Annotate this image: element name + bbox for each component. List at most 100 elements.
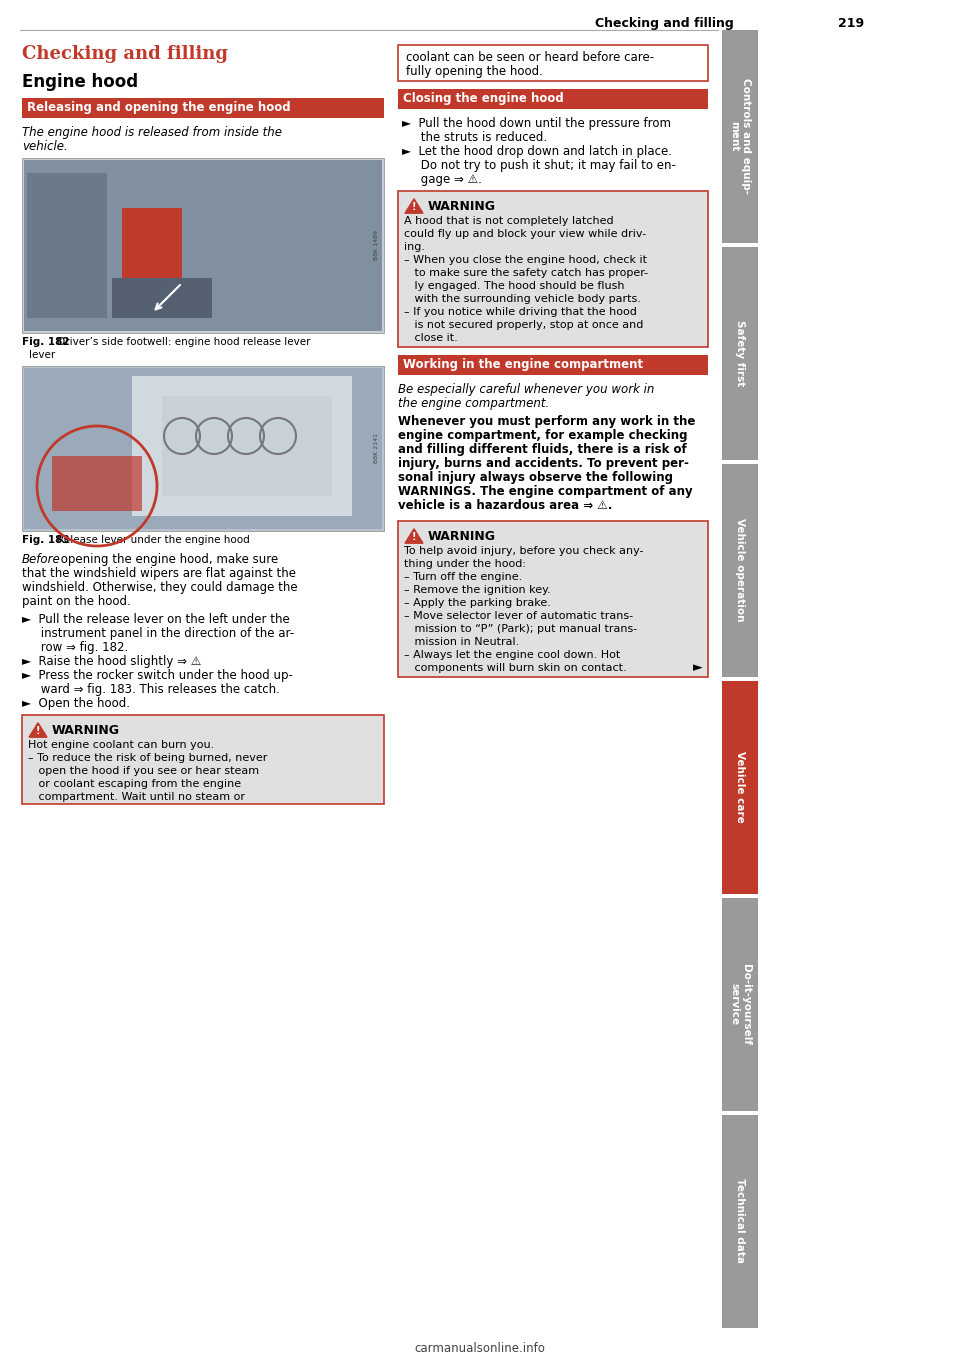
Text: to make sure the safety catch has proper-: to make sure the safety catch has proper… [404, 268, 648, 278]
Text: compartment. Wait until no steam or: compartment. Wait until no steam or [28, 792, 245, 802]
Text: ing.: ing. [404, 242, 425, 252]
Text: Vehicle operation: Vehicle operation [735, 519, 745, 622]
Text: ►  Raise the hood slightly ⇒ ⚠: ► Raise the hood slightly ⇒ ⚠ [22, 655, 202, 668]
Text: – If you notice while driving that the hood: – If you notice while driving that the h… [404, 308, 636, 317]
Text: To help avoid injury, before you check any-: To help avoid injury, before you check a… [404, 546, 643, 557]
Text: ►  Press the rocker switch under the hood up-: ► Press the rocker switch under the hood… [22, 670, 293, 682]
Bar [22, 366, 384, 531]
Bar [398, 521, 708, 676]
Bar [722, 464, 758, 676]
Text: windshield. Otherwise, they could damage the: windshield. Otherwise, they could damage… [22, 581, 298, 593]
Text: sonal injury always observe the following: sonal injury always observe the followin… [398, 471, 673, 485]
Text: could fly up and block your view while driv-: could fly up and block your view while d… [404, 229, 646, 240]
Text: coolant can be seen or heard before care-: coolant can be seen or heard before care… [406, 50, 654, 64]
Text: ly engaged. The hood should be flush: ly engaged. The hood should be flush [404, 280, 625, 291]
Bar [52, 456, 142, 510]
Text: Vehicle care: Vehicle care [735, 751, 745, 823]
Text: components will burn skin on contact.: components will burn skin on contact. [404, 663, 627, 672]
Bar [398, 45, 708, 82]
Text: ►  Pull the hood down until the pressure from: ► Pull the hood down until the pressure … [402, 117, 671, 131]
Bar [162, 396, 332, 495]
Text: or coolant escaping from the engine: or coolant escaping from the engine [28, 778, 241, 789]
Text: opening the engine hood, make sure: opening the engine hood, make sure [57, 553, 278, 566]
Text: is not secured properly, stop at once and: is not secured properly, stop at once an… [404, 320, 643, 329]
Polygon shape [405, 529, 423, 543]
Text: mission in Neutral.: mission in Neutral. [404, 637, 519, 646]
Text: – Apply the parking brake.: – Apply the parking brake. [404, 597, 551, 608]
Text: ►  Let the hood drop down and latch in place.: ► Let the hood drop down and latch in pl… [402, 146, 672, 158]
Text: – When you close the engine hood, check it: – When you close the engine hood, check … [404, 255, 647, 265]
Text: 219: 219 [838, 16, 864, 30]
Text: ward ⇒ fig. 183. This releases the catch.: ward ⇒ fig. 183. This releases the catch… [22, 683, 280, 695]
Text: paint on the hood.: paint on the hood. [22, 595, 131, 608]
Text: the struts is reduced.: the struts is reduced. [402, 131, 547, 144]
Text: row ⇒ fig. 182.: row ⇒ fig. 182. [22, 641, 129, 655]
Bar [398, 88, 708, 109]
Text: – Always let the engine cool down. Hot: – Always let the engine cool down. Hot [404, 651, 620, 660]
Bar [22, 158, 384, 333]
Text: instrument panel in the direction of the ar-: instrument panel in the direction of the… [22, 627, 294, 640]
Text: carmanualsonline.info: carmanualsonline.info [415, 1342, 545, 1356]
Text: !: ! [412, 532, 417, 542]
Text: Do-it-yourself
service: Do-it-yourself service [730, 964, 751, 1044]
Bar [722, 680, 758, 894]
Text: with the surrounding vehicle body parts.: with the surrounding vehicle body parts. [404, 294, 641, 304]
Text: and filling different fluids, there is a risk of: and filling different fluids, there is a… [398, 442, 686, 456]
Bar [722, 1115, 758, 1328]
Text: lever: lever [29, 350, 56, 361]
Text: Driver’s side footwell: engine hood release lever: Driver’s side footwell: engine hood rele… [54, 338, 310, 347]
Bar [132, 376, 352, 516]
Text: – To reduce the risk of being burned, never: – To reduce the risk of being burned, ne… [28, 753, 268, 764]
Text: fully opening the hood.: fully opening the hood. [406, 65, 542, 78]
Text: Whenever you must perform any work in the: Whenever you must perform any work in th… [398, 415, 695, 427]
Text: Checking and filling: Checking and filling [22, 45, 228, 63]
Bar [122, 208, 182, 308]
Text: Closing the engine hood: Closing the engine hood [403, 93, 564, 105]
Text: The engine hood is released from inside the: The engine hood is released from inside … [22, 127, 282, 139]
Text: gage ⇒ ⚠.: gage ⇒ ⚠. [402, 173, 482, 186]
Text: – Turn off the engine.: – Turn off the engine. [404, 572, 522, 583]
Bar [722, 898, 758, 1111]
Text: B8K 2141: B8K 2141 [374, 433, 379, 463]
Bar [112, 278, 212, 318]
Text: WARNING: WARNING [52, 724, 120, 738]
Text: Do not try to push it shut; it may fail to en-: Do not try to push it shut; it may fail … [402, 159, 676, 171]
Text: A hood that is not completely latched: A hood that is not completely latched [404, 216, 613, 226]
Text: Safety first: Safety first [735, 320, 745, 387]
Text: ►: ► [693, 661, 703, 674]
Polygon shape [29, 723, 47, 738]
Text: – Move selector lever of automatic trans-: – Move selector lever of automatic trans… [404, 611, 634, 621]
Text: Technical data: Technical data [735, 1179, 745, 1263]
Bar [398, 355, 708, 376]
Text: ►  Open the hood.: ► Open the hood. [22, 697, 130, 710]
Text: mission to “P” (Park); put manual trans-: mission to “P” (Park); put manual trans- [404, 623, 637, 634]
Text: ►  Pull the release lever on the left under the: ► Pull the release lever on the left und… [22, 612, 290, 626]
Text: Checking and filling: Checking and filling [595, 16, 733, 30]
Text: Release lever under the engine hood: Release lever under the engine hood [54, 535, 250, 544]
Text: close it.: close it. [404, 333, 458, 343]
Bar [27, 173, 107, 318]
Polygon shape [405, 199, 423, 214]
Text: WARNING: WARNING [428, 529, 496, 543]
Text: Hot engine coolant can burn you.: Hot engine coolant can burn you. [28, 740, 214, 750]
Text: !: ! [36, 725, 40, 736]
Text: Fig. 183: Fig. 183 [22, 535, 70, 544]
Text: thing under the hood:: thing under the hood: [404, 559, 526, 569]
Bar [398, 191, 708, 347]
Text: open the hood if you see or hear steam: open the hood if you see or hear steam [28, 766, 259, 776]
Bar [22, 715, 384, 804]
Text: B8K 1489: B8K 1489 [374, 230, 379, 260]
Text: !: ! [412, 201, 417, 212]
Bar [24, 161, 382, 331]
Text: WARNINGS. The engine compartment of any: WARNINGS. The engine compartment of any [398, 485, 692, 498]
Text: the engine compartment.: the engine compartment. [398, 397, 549, 410]
Text: Engine hood: Engine hood [22, 73, 138, 91]
Text: vehicle.: vehicle. [22, 140, 68, 152]
Text: Controls and equip-
ment: Controls and equip- ment [730, 78, 751, 195]
Text: Releasing and opening the engine hood: Releasing and opening the engine hood [27, 101, 291, 114]
Text: that the windshield wipers are flat against the: that the windshield wipers are flat agai… [22, 568, 296, 580]
Text: Fig. 182: Fig. 182 [22, 338, 70, 347]
Text: Be especially careful whenever you work in: Be especially careful whenever you work … [398, 382, 655, 396]
Text: – Remove the ignition key.: – Remove the ignition key. [404, 585, 551, 595]
Bar [24, 367, 382, 529]
